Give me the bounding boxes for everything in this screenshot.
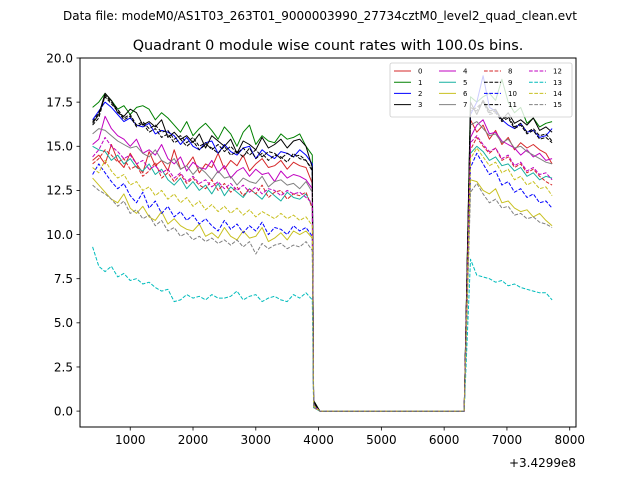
y-tick-label: 5.0 [54, 316, 73, 330]
legend-box [389, 62, 573, 118]
legend-label-10: 10 [508, 90, 517, 98]
legend-label-1: 1 [418, 79, 422, 87]
x-offset-label: +3.4299e8 [509, 456, 576, 470]
x-tick-label: 6000 [429, 433, 460, 447]
legend-label-2: 2 [418, 90, 422, 98]
legend-label-5: 5 [463, 79, 467, 87]
figure-suptitle: Data file: modeM0/AS1T03_263T01_90000039… [63, 9, 577, 23]
legend-label-4: 4 [463, 68, 468, 76]
y-tick-label: 15.0 [46, 140, 73, 154]
legend-label-12: 12 [553, 68, 562, 76]
legend-label-7: 7 [463, 101, 467, 109]
series-line-3 [92, 92, 553, 412]
legend-label-9: 9 [508, 79, 512, 87]
x-tick-label: 7000 [492, 433, 523, 447]
series-line-11 [92, 94, 553, 412]
legend-label-6: 6 [463, 90, 468, 98]
x-tick-label: 3000 [241, 433, 272, 447]
legend-label-8: 8 [508, 68, 512, 76]
legend-label-0: 0 [418, 68, 422, 76]
y-tick-label: 20.0 [46, 51, 73, 65]
x-axis: 1000 2000 3000 4000 5000 6000 7000 8000 [115, 427, 585, 447]
x-tick-label: 4000 [303, 433, 334, 447]
series-group [92, 75, 553, 412]
legend-label-13: 13 [553, 79, 562, 87]
series-line-5 [92, 145, 553, 412]
series-line-8 [92, 136, 553, 412]
series-line-0 [92, 119, 553, 412]
series-line-15 [92, 182, 553, 412]
x-tick-label: 1000 [115, 433, 146, 447]
series-line-13 [92, 246, 553, 412]
plot-frame [79, 57, 577, 428]
y-tick-label: 12.5 [46, 184, 73, 198]
x-tick-label: 8000 [554, 433, 585, 447]
chart-title: Quadrant 0 module wise count rates with … [133, 38, 524, 54]
series-line-12 [92, 135, 553, 412]
x-tick-label: 5000 [366, 433, 397, 447]
legend-label-11: 11 [508, 101, 517, 109]
series-line-10 [92, 152, 553, 412]
y-tick-label: 0.0 [54, 404, 73, 418]
y-tick-label: 7.5 [54, 272, 73, 286]
series-line-7 [92, 121, 553, 412]
y-tick-label: 2.5 [54, 360, 73, 374]
x-tick-label: 2000 [178, 433, 209, 447]
y-tick-label: 17.5 [46, 95, 73, 109]
legend-label-14: 14 [553, 90, 562, 98]
y-axis: 0.0 2.5 5.0 7.5 10.0 12.5 15.0 17.5 20.0 [46, 51, 80, 418]
legend-label-15: 15 [553, 101, 562, 109]
y-tick-label: 10.0 [46, 228, 73, 242]
legend-label-3: 3 [418, 101, 422, 109]
series-line-14 [92, 147, 553, 412]
